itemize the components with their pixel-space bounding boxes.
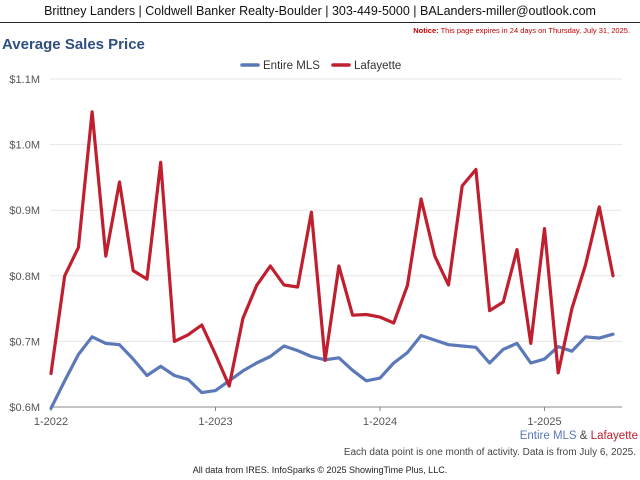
chart-legend: Entire MLS Lafayette [240, 60, 401, 72]
series-key-separator: & [576, 430, 591, 442]
axis-layer: $0.6M $0.7M $0.8M $0.9M $1.0M $1.1M 1-2022 1-20… [9, 74, 561, 428]
lafayette-line [49, 110, 615, 388]
x-tick-label: 1-2024 [363, 416, 397, 428]
y-tick-label: $1.1M [9, 74, 40, 86]
entire-mls-line [49, 332, 615, 410]
chart-title: Average Sales Price [2, 36, 145, 53]
y-tick-label: $0.8M [9, 271, 40, 283]
y-tick-label: $0.7M [9, 336, 40, 348]
expiration-notice: Notice: This page expires in 24 days on … [413, 26, 630, 35]
notice-label: Notice: [413, 26, 439, 35]
x-tick-label: 1-2022 [34, 416, 68, 428]
x-tick-label: 1-2025 [527, 416, 561, 428]
legend-entire-mls-label: Entire MLS [263, 60, 320, 72]
notice-text: This page expires in 24 days on Thursday… [440, 26, 630, 35]
agent-contact-header: Brittney Landers | Coldwell Banker Realt… [0, 0, 640, 23]
data-footnote: Each data point is one month of activity… [343, 447, 636, 458]
data-source-footer: All data from IRES. InfoSparks © 2025 Sh… [192, 465, 448, 475]
y-tick-label: $0.9M [9, 205, 40, 217]
x-tick-label: 1-2023 [198, 416, 232, 428]
series-key-lafayette: Lafayette [590, 430, 638, 442]
y-tick-label: $1.0M [9, 140, 40, 152]
legend-lafayette-label: Lafayette [354, 60, 401, 72]
series-layer [49, 110, 615, 410]
series-key: Entire MLS & Lafayette [520, 430, 638, 442]
y-tick-label: $0.6M [9, 402, 40, 414]
series-key-entire: Entire MLS [519, 430, 577, 442]
